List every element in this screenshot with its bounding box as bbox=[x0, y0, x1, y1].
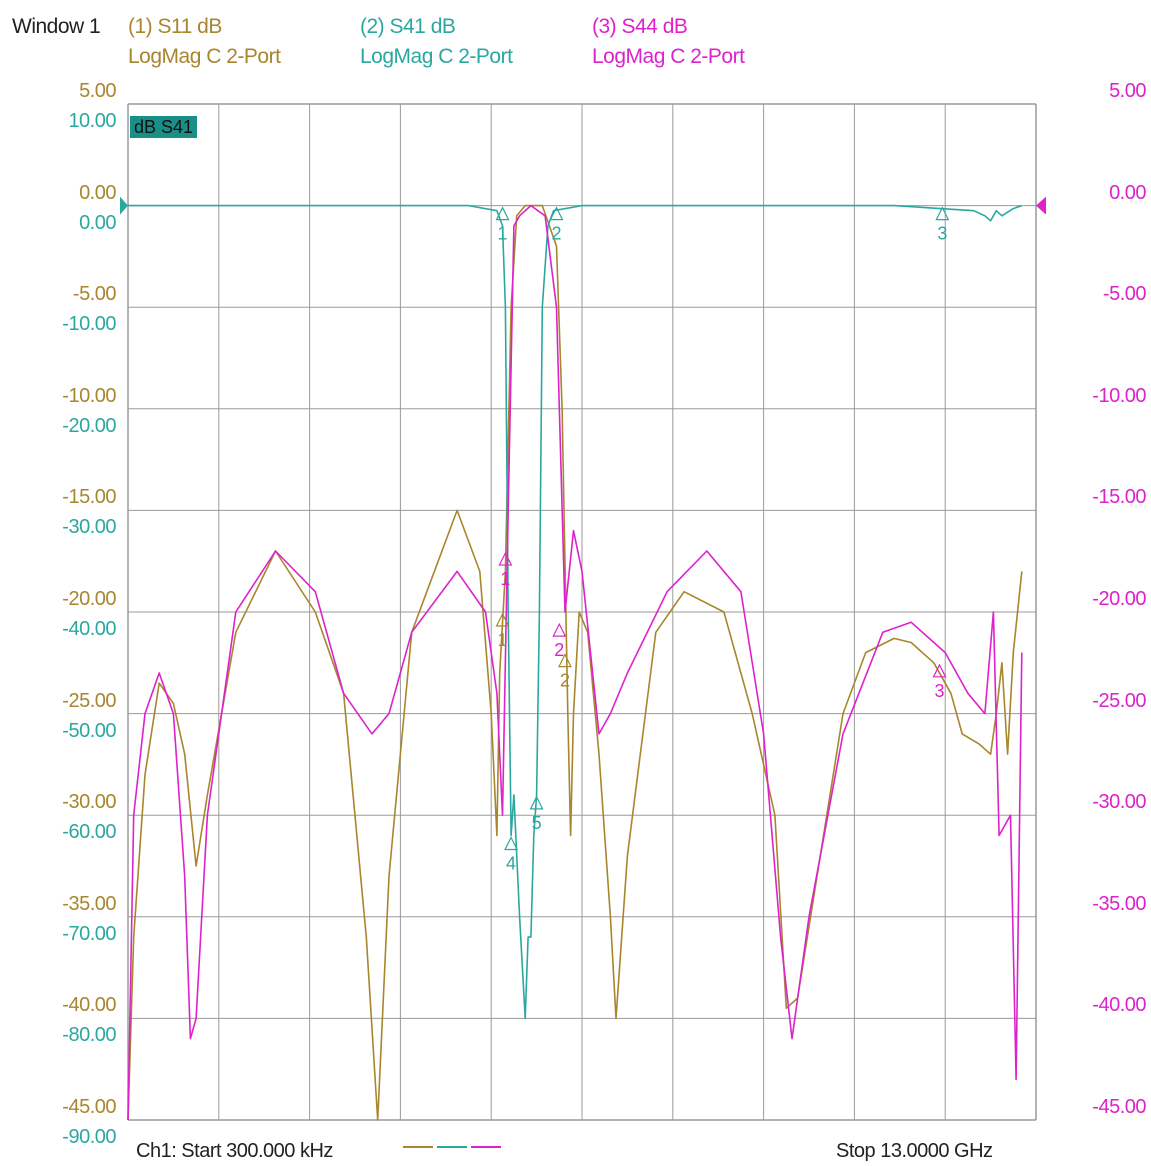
marker-s11-1-triangle bbox=[495, 612, 510, 627]
marker-s41-4-label: 4 bbox=[506, 854, 516, 874]
marker-s44-2-label: 2 bbox=[554, 640, 564, 660]
stop-frequency[interactable]: Stop 13.0000 GHz bbox=[836, 1140, 993, 1162]
right-tick-label: -35.00 bbox=[1092, 892, 1146, 915]
left-outer-tick-label: -5.00 bbox=[72, 283, 117, 306]
right-tick-label: 5.00 bbox=[1109, 80, 1146, 102]
marker-s11-2-triangle bbox=[557, 653, 572, 668]
trace-1-label[interactable]: (1) S11 dB bbox=[128, 15, 222, 38]
start-frequency[interactable]: Ch1: Start 300.000 kHz bbox=[136, 1140, 333, 1162]
marker-s41-3-triangle bbox=[935, 206, 950, 221]
right-tick-label: -15.00 bbox=[1092, 486, 1146, 509]
trace-color-legend bbox=[403, 1146, 501, 1148]
left-inner-tick-label: -50.00 bbox=[62, 719, 116, 742]
trace-3-format[interactable]: LogMag C 2-Port bbox=[592, 45, 745, 68]
right-tick-label: -25.00 bbox=[1092, 689, 1146, 712]
trace-s11 bbox=[127, 204, 1023, 1121]
marker-s41-3-label: 3 bbox=[937, 224, 947, 244]
left-inner-tick-label: -60.00 bbox=[62, 821, 116, 844]
marker-s41-5-triangle bbox=[529, 795, 544, 810]
left-outer-tick-label: -35.00 bbox=[62, 892, 116, 915]
marker-s11-2-label: 2 bbox=[560, 671, 570, 691]
left-inner-tick-label: -90.00 bbox=[62, 1126, 116, 1148]
right-tick-label: -45.00 bbox=[1092, 1096, 1146, 1118]
right-tick-label: 0.00 bbox=[1109, 181, 1146, 204]
left-outer-tick-label: 0.00 bbox=[79, 181, 116, 204]
trace-1-format[interactable]: LogMag C 2-Port bbox=[128, 45, 281, 68]
trace-2-format[interactable]: LogMag C 2-Port bbox=[360, 45, 513, 68]
marker-s11-1-label: 1 bbox=[498, 630, 508, 650]
marker-s44-1-triangle bbox=[498, 551, 513, 566]
left-inner-tick-label: 0.00 bbox=[79, 211, 116, 234]
trace-s44 bbox=[127, 204, 1023, 1121]
left-reference-arrow bbox=[120, 196, 128, 215]
markers: 1 2 3 4 5 1 2 1 2 3 bbox=[495, 206, 950, 874]
left-inner-tick-label: -80.00 bbox=[62, 1024, 116, 1047]
marker-s41-2-triangle bbox=[549, 206, 564, 221]
marker-s41-1-triangle bbox=[495, 206, 510, 221]
trace-3-label[interactable]: (3) S44 dB bbox=[592, 15, 688, 38]
grid bbox=[127, 103, 1037, 1121]
left-outer-tick-label: -20.00 bbox=[62, 588, 116, 610]
active-trace-badge[interactable]: dB S41 bbox=[130, 116, 198, 138]
right-reference-arrow bbox=[1036, 196, 1046, 215]
left-inner-tick-label: -30.00 bbox=[62, 516, 116, 539]
left-inner-tick-label: -70.00 bbox=[62, 922, 116, 945]
right-tick-label: -40.00 bbox=[1092, 994, 1146, 1017]
reference-arrows bbox=[120, 196, 1046, 215]
left-outer-tick-label: -30.00 bbox=[62, 791, 116, 814]
marker-s44-3-triangle bbox=[932, 663, 947, 678]
marker-s44-2-triangle bbox=[552, 622, 567, 637]
window-title: Window 1 bbox=[12, 15, 101, 38]
left-outer-tick-label: -10.00 bbox=[62, 384, 116, 407]
marker-s41-1-label: 1 bbox=[498, 224, 508, 244]
left-inner-tick-label: 10.00 bbox=[68, 110, 116, 132]
marker-s44-3-label: 3 bbox=[935, 681, 945, 701]
trace-s41 bbox=[128, 204, 1023, 1020]
left-inner-tick-label: -40.00 bbox=[62, 618, 116, 640]
left-outer-tick-label: -15.00 bbox=[62, 486, 116, 509]
left-outer-tick-label: -45.00 bbox=[62, 1096, 116, 1118]
marker-s41-5-label: 5 bbox=[532, 813, 542, 833]
right-tick-label: -20.00 bbox=[1092, 588, 1146, 610]
marker-s41-2-label: 2 bbox=[551, 224, 561, 244]
marker-s44-1-label: 1 bbox=[500, 569, 510, 589]
left-inner-tick-label: -10.00 bbox=[62, 313, 116, 336]
marker-s41-4-triangle bbox=[504, 836, 519, 851]
right-tick-label: -10.00 bbox=[1092, 384, 1146, 407]
right-tick-label: -5.00 bbox=[1102, 283, 1147, 306]
trace-lines bbox=[127, 204, 1023, 1121]
left-outer-tick-label: 5.00 bbox=[79, 80, 116, 102]
right-tick-label: -30.00 bbox=[1092, 791, 1146, 814]
left-outer-tick-label: -25.00 bbox=[62, 689, 116, 712]
trace-2-label[interactable]: (2) S41 dB bbox=[360, 15, 456, 38]
left-inner-tick-label: -20.00 bbox=[62, 414, 116, 437]
left-outer-tick-label: -40.00 bbox=[62, 994, 116, 1017]
